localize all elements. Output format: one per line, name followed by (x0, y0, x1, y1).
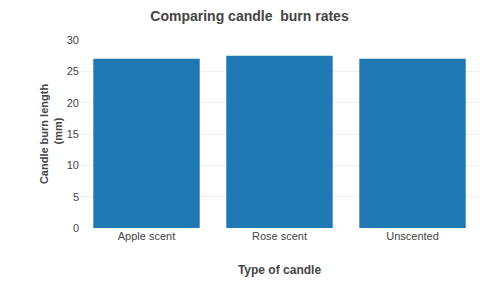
svg-text:Apple scent: Apple scent (118, 230, 175, 242)
svg-text:Unscented: Unscented (386, 230, 439, 242)
svg-text:0: 0 (73, 222, 79, 234)
svg-text:Type of candle: Type of candle (238, 263, 321, 277)
svg-text:15: 15 (67, 128, 79, 140)
svg-text:5: 5 (73, 191, 79, 203)
svg-text:20: 20 (67, 97, 79, 109)
svg-text:25: 25 (67, 65, 79, 77)
svg-text:Comparing candle burn rates: Comparing candle burn rates (150, 8, 349, 24)
svg-text:30: 30 (67, 34, 79, 46)
svg-text:Rose scent: Rose scent (252, 230, 307, 242)
svg-text:Candle burn length (mm): Candle burn length (mm) (38, 84, 64, 185)
svg-text:10: 10 (67, 159, 79, 171)
